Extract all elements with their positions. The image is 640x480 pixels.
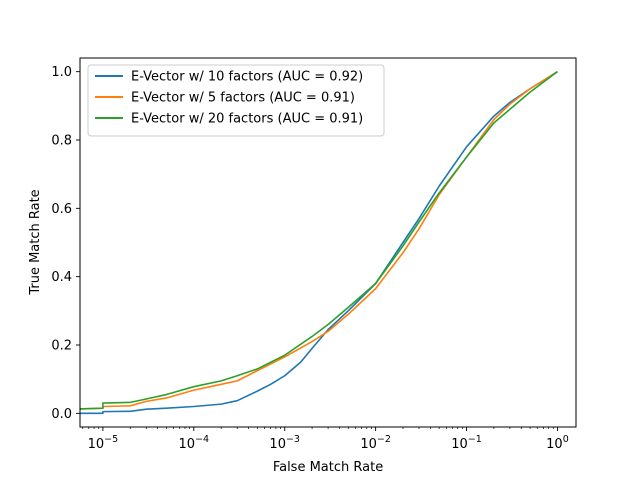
y-axis-label: True Match Rate — [28, 189, 43, 295]
x-tick-label: 10−3 — [269, 434, 300, 452]
x-tick-label: 10−1 — [451, 434, 482, 452]
y-tick-label: 1.0 — [51, 65, 72, 80]
y-tick-label: 0.4 — [51, 270, 72, 285]
legend-label-3: E-Vector w/ 20 factors (AUC = 0.91) — [131, 112, 363, 127]
legend-label-1: E-Vector w/ 10 factors (AUC = 0.92) — [131, 70, 363, 85]
series-line-3 — [79, 71, 558, 410]
x-axis-ticks: 10−5 10−4 10−3 10−2 10−1 100 — [82, 427, 569, 452]
legend-box — [87, 64, 385, 137]
y-axis-ticks: 0.0 0.2 0.4 0.6 0.8 1.0 — [51, 65, 80, 422]
legend: E-Vector w/ 10 factors (AUC = 0.92) E-Vec… — [87, 64, 385, 137]
series-lines — [79, 70, 558, 415]
y-tick-label: 0.6 — [51, 202, 72, 217]
legend-label-2: E-Vector w/ 5 factors (AUC = 0.91) — [131, 91, 355, 106]
x-tick-label: 10−2 — [360, 434, 391, 452]
x-axis-label: False Match Rate — [273, 460, 383, 475]
series-line-1 — [80, 70, 558, 415]
x-tick-label: 100 — [546, 434, 569, 452]
x-tick-label: 10−4 — [179, 434, 210, 452]
y-tick-label: 0.0 — [51, 407, 72, 422]
y-tick-label: 0.2 — [51, 339, 72, 354]
y-tick-label: 0.8 — [51, 134, 72, 149]
x-tick-label: 10−5 — [88, 434, 119, 452]
